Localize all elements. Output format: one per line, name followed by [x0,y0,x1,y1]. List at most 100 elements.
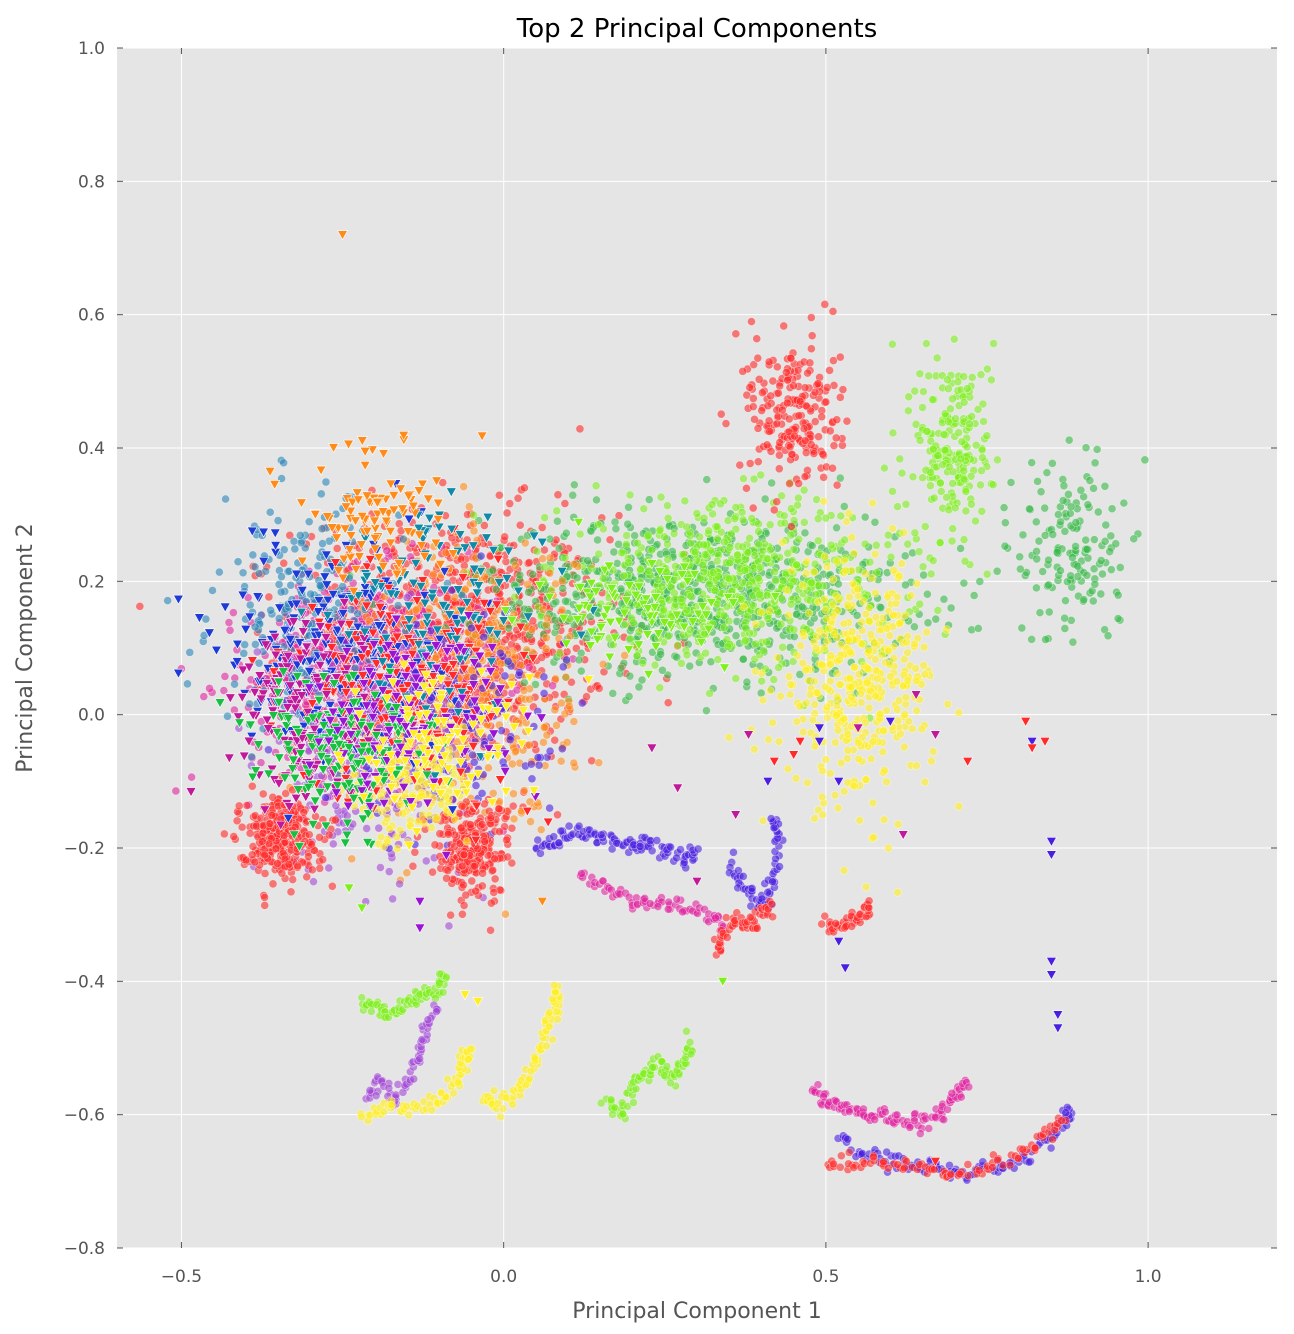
data-point [256,758,266,767]
data-point [769,675,779,684]
data-point [663,513,673,523]
data-point [774,737,784,746]
data-point [593,535,602,545]
data-point [411,605,421,615]
data-point [973,405,983,414]
data-point [655,683,665,693]
data-point [277,572,286,581]
data-point [992,566,1002,576]
data-point [716,409,726,419]
data-point [266,605,275,615]
data-point [876,603,886,612]
data-point [221,494,230,504]
data-point [922,339,931,348]
data-point [954,802,964,811]
data-point [794,411,804,420]
data-point [814,432,823,441]
data-point [871,588,880,598]
data-point [769,505,779,515]
data-point [224,618,234,627]
data-point [871,666,881,675]
data-point [739,474,748,483]
data-point [919,660,928,670]
data-point [682,522,692,532]
data-point [614,511,624,520]
data-point [785,479,794,488]
data-point [663,631,673,641]
data-point [860,512,870,522]
data-point [810,387,820,397]
data-point [755,590,764,599]
data-point [296,531,305,540]
data-point [868,498,877,508]
data-point [712,556,722,566]
data-point [733,550,742,560]
data-point [783,764,793,774]
data-point [724,574,734,584]
data-point [902,637,911,647]
data-point [638,658,648,668]
data-point [928,747,938,756]
data-point [469,519,478,529]
data-point [289,537,299,546]
data-point [279,458,288,468]
data-point [804,608,814,618]
data-point [469,758,479,767]
data-point [459,482,468,491]
data-point [619,571,629,581]
data-point [501,909,510,919]
data-point [564,701,574,711]
data-point [338,582,347,591]
data-point [776,619,786,629]
data-point [926,569,936,579]
data-point [906,591,916,600]
data-point [560,553,570,563]
data-point [786,680,795,689]
data-point [820,682,830,691]
data-point [759,646,768,655]
data-point [794,534,804,544]
data-point [509,789,518,799]
data-point [528,569,537,579]
data-point [513,493,523,503]
data-point [843,730,853,739]
data-point [807,313,816,322]
data-point [766,391,775,401]
data-point [532,547,542,556]
data-point [754,540,764,549]
data-point [657,582,667,592]
data-point [719,611,729,620]
data-point [792,717,802,726]
data-point [252,647,262,657]
data-point [509,814,519,824]
data-point [820,300,830,309]
data-point [598,574,608,583]
data-point [757,406,766,415]
data-point [918,403,927,412]
data-point [247,752,256,762]
data-point [867,573,877,583]
data-point [560,709,570,719]
data-point [822,702,832,712]
data-point [892,705,902,714]
data-point [882,624,892,633]
data-point [500,532,509,542]
data-point [609,547,619,557]
data-point [842,517,851,526]
data-point [790,431,799,441]
data-point [760,494,770,504]
data-point [539,738,548,747]
data-point [862,678,872,688]
data-point [183,679,192,689]
data-point [943,699,953,709]
data-point [664,595,674,605]
data-point [738,655,748,664]
data-point [841,566,851,575]
data-point [822,383,832,392]
data-point [318,539,327,548]
data-point [509,633,519,643]
data-point [774,663,783,672]
data-point [778,642,787,652]
data-point [948,394,957,404]
